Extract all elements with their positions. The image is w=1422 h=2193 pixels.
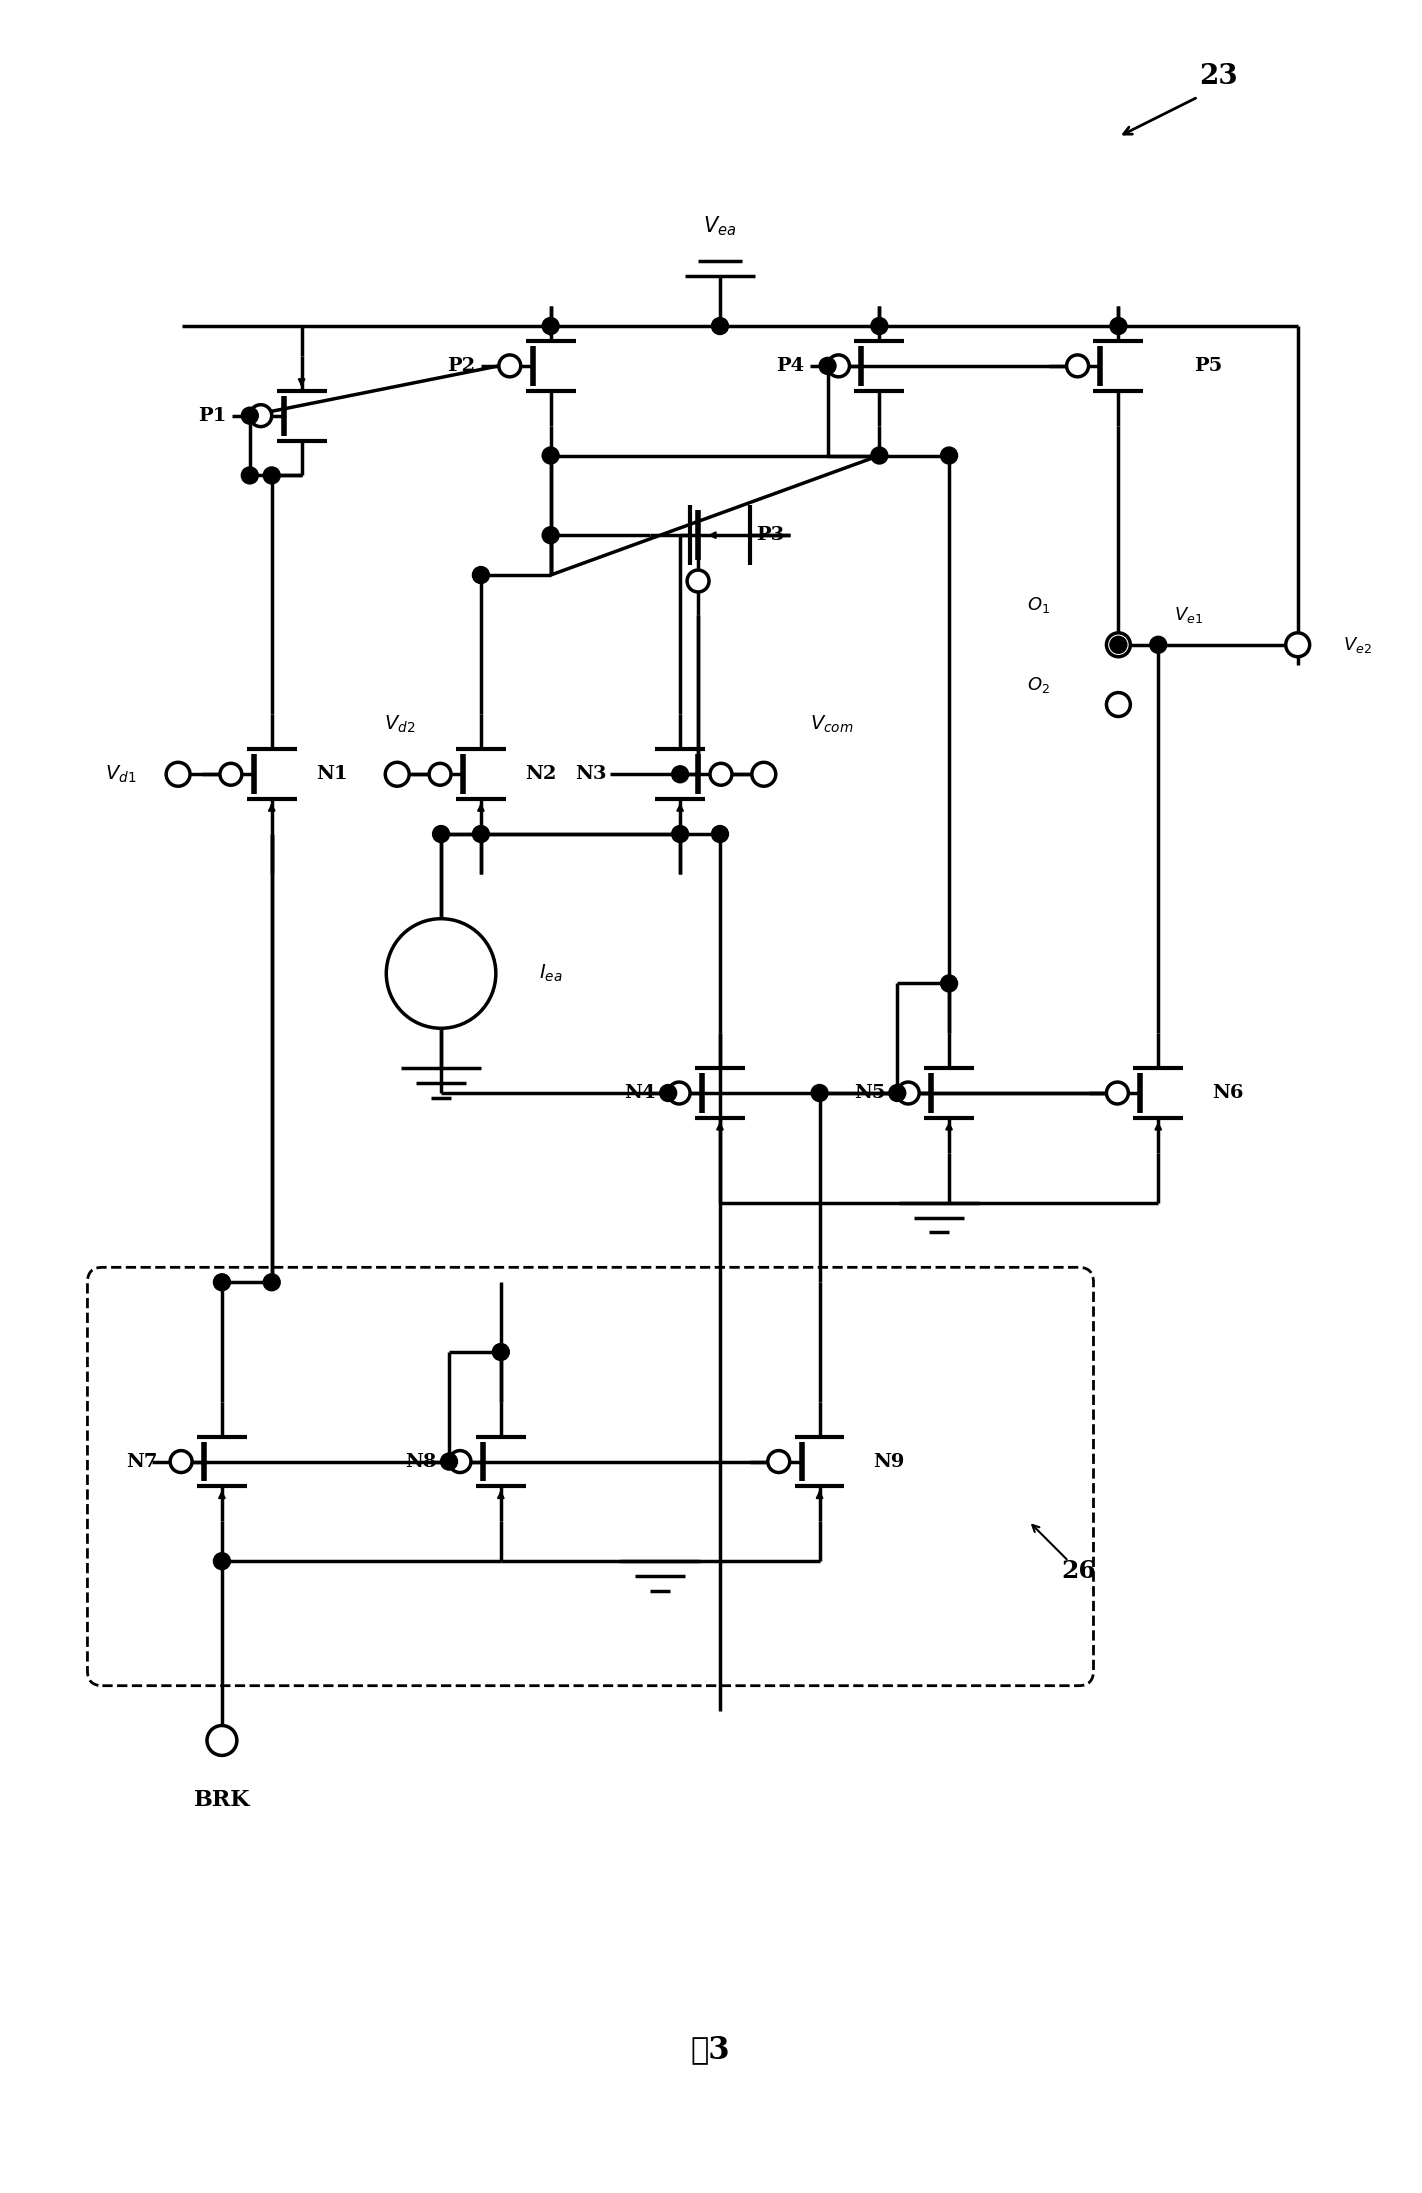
Circle shape xyxy=(472,825,489,842)
Circle shape xyxy=(1150,636,1166,654)
Text: $V_{e1}$: $V_{e1}$ xyxy=(1173,605,1203,625)
Circle shape xyxy=(1106,634,1130,656)
Text: N7: N7 xyxy=(127,1452,158,1472)
Circle shape xyxy=(499,355,520,377)
Text: 26: 26 xyxy=(1061,1559,1096,1583)
Circle shape xyxy=(171,1450,192,1472)
Circle shape xyxy=(492,1344,509,1360)
Circle shape xyxy=(1285,634,1310,656)
Circle shape xyxy=(889,1086,906,1101)
Circle shape xyxy=(1106,693,1130,717)
Circle shape xyxy=(213,1274,230,1292)
Text: $I_{ea}$: $I_{ea}$ xyxy=(539,963,563,985)
Circle shape xyxy=(263,467,280,485)
Text: N3: N3 xyxy=(574,765,606,783)
Circle shape xyxy=(263,1274,280,1292)
Text: $V_{e2}$: $V_{e2}$ xyxy=(1342,634,1372,656)
Circle shape xyxy=(1066,355,1088,377)
Circle shape xyxy=(768,1450,789,1472)
Circle shape xyxy=(752,763,776,787)
Circle shape xyxy=(711,318,728,336)
Circle shape xyxy=(940,976,957,991)
Text: P4: P4 xyxy=(775,357,803,375)
Circle shape xyxy=(542,526,559,544)
Circle shape xyxy=(1111,636,1126,654)
Circle shape xyxy=(208,1726,237,1754)
Text: N2: N2 xyxy=(525,765,556,783)
Circle shape xyxy=(213,1553,230,1570)
Circle shape xyxy=(897,1081,919,1103)
Circle shape xyxy=(449,1450,471,1472)
Circle shape xyxy=(385,763,410,787)
Circle shape xyxy=(250,406,272,428)
Circle shape xyxy=(166,763,191,787)
Text: P1: P1 xyxy=(198,406,226,425)
Circle shape xyxy=(870,447,887,465)
Circle shape xyxy=(1111,318,1126,336)
Text: $V_{d2}$: $V_{d2}$ xyxy=(384,713,415,735)
Text: N6: N6 xyxy=(1212,1083,1244,1103)
Text: 23: 23 xyxy=(1199,64,1237,90)
Circle shape xyxy=(387,919,496,1029)
Circle shape xyxy=(671,765,688,783)
Text: $O_2$: $O_2$ xyxy=(1027,675,1051,695)
Circle shape xyxy=(819,357,836,375)
Circle shape xyxy=(472,566,489,583)
Circle shape xyxy=(687,570,710,592)
Text: P2: P2 xyxy=(447,357,475,375)
Circle shape xyxy=(671,825,688,842)
Circle shape xyxy=(429,763,451,785)
Text: $O_1$: $O_1$ xyxy=(1027,594,1051,614)
Text: 图3: 图3 xyxy=(690,2033,729,2066)
Text: N4: N4 xyxy=(624,1083,656,1103)
Circle shape xyxy=(711,825,728,842)
Circle shape xyxy=(242,467,259,485)
Circle shape xyxy=(828,355,849,377)
Text: $V_{com}$: $V_{com}$ xyxy=(809,713,853,735)
Circle shape xyxy=(441,1454,458,1469)
Circle shape xyxy=(870,318,887,336)
Circle shape xyxy=(220,763,242,785)
Circle shape xyxy=(940,447,957,465)
Circle shape xyxy=(811,1086,828,1101)
Text: N5: N5 xyxy=(853,1083,884,1103)
Text: N9: N9 xyxy=(873,1452,904,1472)
Circle shape xyxy=(432,825,449,842)
Text: BRK: BRK xyxy=(193,1789,250,1811)
Circle shape xyxy=(1106,1081,1129,1103)
Text: P5: P5 xyxy=(1194,357,1221,375)
Text: N1: N1 xyxy=(316,765,347,783)
Circle shape xyxy=(710,763,732,785)
Text: P3: P3 xyxy=(755,526,784,544)
Circle shape xyxy=(668,1081,690,1103)
Circle shape xyxy=(242,408,259,423)
Circle shape xyxy=(542,318,559,336)
Text: $V_{d1}$: $V_{d1}$ xyxy=(105,763,137,785)
Text: N8: N8 xyxy=(405,1452,437,1472)
Text: $V_{ea}$: $V_{ea}$ xyxy=(704,215,737,239)
Circle shape xyxy=(542,447,559,465)
Circle shape xyxy=(660,1086,677,1101)
